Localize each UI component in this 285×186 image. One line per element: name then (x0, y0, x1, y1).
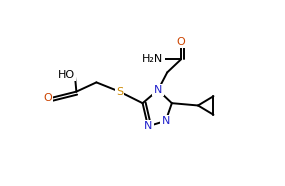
Text: O: O (177, 37, 186, 46)
Text: H₂N: H₂N (142, 54, 163, 64)
Text: N: N (154, 85, 162, 95)
Text: N: N (162, 116, 170, 126)
Text: N: N (144, 121, 152, 131)
Text: S: S (116, 87, 123, 97)
Text: HO: HO (58, 70, 75, 80)
Text: O: O (43, 93, 52, 103)
